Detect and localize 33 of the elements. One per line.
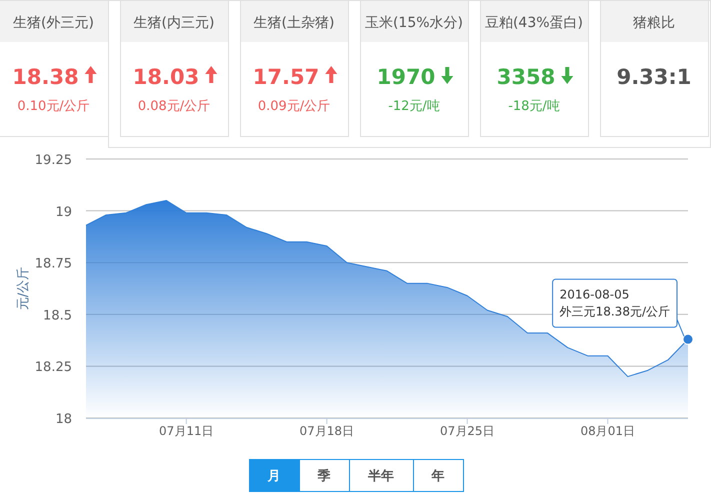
x-tick-label: 07月18日 [300, 424, 354, 438]
category-label: 生猪(土杂猪) [254, 15, 334, 31]
data-label: -12元/吨 [388, 99, 440, 114]
data-label: 9.33:1 [616, 65, 692, 89]
y-tick-label: 19 [55, 204, 72, 220]
annotation: 2016-08-05 外三元18.38元/公斤 [560, 287, 670, 318]
x-tick-label: 07月11日 [159, 424, 214, 438]
data-label: 18.38 [12, 65, 79, 89]
x-tick-label: 08月01日 [580, 424, 636, 438]
category-label: 豆粕(43%蛋白) [484, 15, 584, 31]
category-label: 猪粮比 [633, 15, 675, 31]
data-label: 0.09元/公斤 [258, 99, 330, 114]
data-label: 0.10元/公斤 [17, 99, 90, 114]
category-label: 季 [316, 468, 330, 484]
data-label: 17.57 [252, 65, 320, 89]
category-label: 玉米(15%水分) [364, 15, 464, 31]
category-label: 年 [430, 469, 444, 484]
data-label: 1970 [376, 65, 436, 89]
data-label: 3358 [496, 65, 556, 89]
y-tick-label: 18.5 [43, 308, 72, 324]
category-label: 生猪(外三元) [13, 15, 94, 31]
y-axis-title: 元/公斤 [16, 266, 31, 310]
category-label: 月 [266, 469, 280, 484]
x-tick-label: 07月25日 [440, 424, 495, 438]
y-tick-label: 18 [55, 412, 72, 427]
y-tick-label: 18.75 [34, 256, 72, 272]
data-label: -18元/吨 [508, 99, 560, 114]
data-label: 0.08元/公斤 [138, 99, 210, 114]
y-tick-label: 18.25 [34, 360, 72, 376]
y-tick-label: 19.25 [34, 153, 72, 168]
category-label: 生猪(内三元) [134, 15, 214, 31]
category-label: 半年 [367, 469, 394, 484]
data-label: 18.03 [132, 65, 200, 89]
